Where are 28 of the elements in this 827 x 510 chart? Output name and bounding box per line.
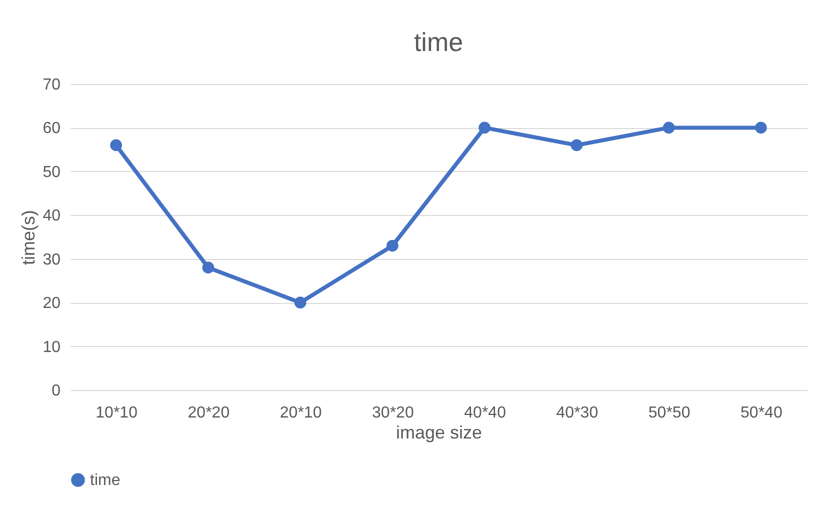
point (662, 122, 675, 134)
x-tick-label: 10*10 (96, 404, 138, 422)
point (478, 122, 490, 134)
x-tick-label: 40*30 (556, 404, 598, 422)
y-tick-label: 30 (42, 251, 61, 268)
legend-label: time (90, 472, 120, 489)
point (294, 296, 306, 308)
y-tick-label: 0 (52, 382, 61, 400)
point (570, 139, 583, 152)
x-tick-label: 20*10 (280, 404, 322, 422)
chart-title: time (414, 27, 464, 57)
y-tick-label: 50 (42, 164, 61, 181)
x-tick-label: 50*40 (740, 404, 782, 422)
x-axis-title: image size (396, 422, 482, 442)
point (110, 139, 122, 152)
x-tick-label: 50*50 (648, 404, 690, 422)
x-tick-label: 30*20 (372, 404, 414, 422)
x-tick-label: 40*40 (464, 404, 506, 422)
x-tick-label: 20*20 (188, 404, 230, 422)
y-tick-label: 40 (42, 208, 61, 225)
point (755, 122, 767, 134)
y-tick-label: 20 (42, 295, 61, 312)
y-tick-label: 70 (42, 76, 61, 94)
y-axis-title: time(s) (18, 210, 39, 265)
y-tick-label: 60 (42, 120, 61, 138)
y-tick-label: 10 (42, 338, 61, 356)
point (202, 262, 214, 274)
point (386, 240, 398, 252)
